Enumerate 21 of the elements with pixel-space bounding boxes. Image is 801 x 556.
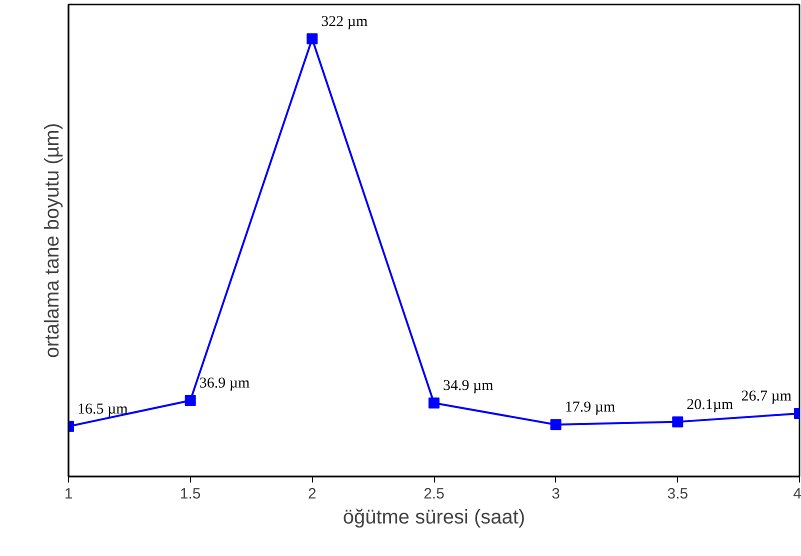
point [672,416,684,428]
data-label: 322 µm [321,14,368,30]
x-axis-title: öğütme süresi (saat) [342,506,526,528]
point [184,395,196,406]
point [550,419,562,430]
x-tick-label: 3.5 [667,486,688,502]
data-label: 36.9 µm [199,376,250,392]
x-tick-label: 2.5 [424,486,444,502]
x-tick-label: 1.5 [180,486,201,502]
data-label: 16.5 µm [78,401,128,418]
data-label: 26.7 µm [741,388,792,404]
x-tick-label: 4 [793,486,801,502]
y-axis-title: ortalama tane boyutu (µm) [42,123,64,358]
data-label: 34.9 µm [443,378,494,394]
point [306,33,318,44]
data-label: 17.9 µm [564,400,616,416]
x-tick-label: 3 [552,486,560,502]
point [428,398,440,409]
data-label: 20.1µm [686,396,734,413]
x-tick-label: 2 [308,486,316,502]
x-tick-label: 1 [64,486,73,502]
